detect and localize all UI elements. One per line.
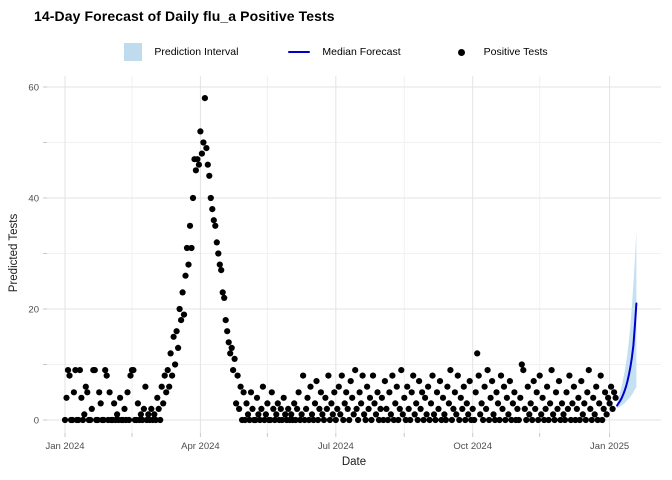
legend-label: Positive Tests: [483, 46, 548, 58]
legend-item-median-forecast: Median Forecast: [288, 46, 401, 58]
major-gridlines: [47, 76, 661, 433]
legend-label: Prediction Interval: [154, 46, 239, 58]
y-tick-labels: 0 20 40 60: [28, 83, 39, 427]
minor-gridlines: [47, 76, 661, 433]
x-tick-label: Apr 2024: [181, 441, 220, 452]
x-tick-label: Oct 2024: [453, 441, 492, 452]
x-axis-title: Date: [341, 456, 367, 468]
legend-item-positive-tests: Positive Tests: [451, 46, 548, 58]
positive-tests-points: [61, 95, 619, 424]
y-tick-label: 0: [34, 416, 39, 427]
legend-label: Median Forecast: [322, 46, 401, 58]
median-forecast-line: [616, 302, 638, 407]
y-tick-label: 60: [28, 83, 39, 94]
x-tick-label: Jan 2024: [45, 441, 84, 452]
y-tick-label: 20: [28, 305, 39, 316]
chart-title: 14-Day Forecast of Daily flu_a Positive …: [34, 8, 335, 24]
chart-legend: Prediction Interval Median Forecast Posi…: [0, 42, 672, 62]
y-tick-label: 40: [28, 194, 39, 205]
median-forecast-swatch-icon: [288, 50, 311, 54]
legend-item-prediction-interval: Prediction Interval: [124, 43, 238, 61]
prediction-interval-swatch-icon: [124, 43, 143, 61]
x-tick-labels: Jan 2024 Apr 2024 Jul 2024 Oct 2024 Jan 2025: [45, 441, 629, 452]
x-tick-label: Jan 2025: [590, 441, 629, 452]
x-tick-label: Jul 2024: [318, 441, 354, 452]
positive-tests-swatch-icon: [457, 48, 465, 56]
axis-ticks: [43, 86, 611, 437]
